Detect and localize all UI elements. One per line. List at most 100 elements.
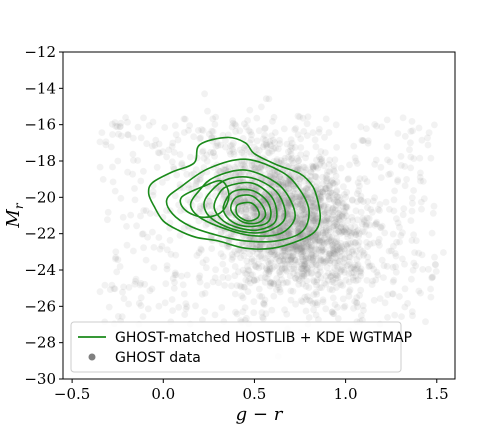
scatter-point — [336, 196, 344, 204]
scatter-point — [412, 237, 420, 245]
scatter-point — [229, 119, 237, 127]
scatter-point — [318, 188, 326, 196]
scatter-point — [312, 245, 319, 252]
scatter-point — [322, 115, 330, 123]
scatter-point — [308, 202, 316, 210]
scatter-point — [340, 227, 348, 235]
scatter-point — [332, 226, 340, 233]
scatter-point — [390, 242, 397, 250]
scatter-point — [210, 149, 217, 157]
scatter-point — [362, 221, 370, 229]
scatter-point — [399, 114, 407, 122]
scatter-point — [250, 209, 257, 217]
scatter-point — [259, 209, 266, 217]
scatter-point — [263, 143, 271, 151]
scatter-point — [299, 220, 307, 228]
scatter-point — [320, 232, 327, 239]
scatter-point — [311, 217, 319, 225]
scatter-point — [266, 243, 274, 251]
scatter-point — [136, 281, 144, 289]
scatter-point — [394, 219, 402, 227]
scatter-point — [287, 156, 295, 163]
scatter-point — [381, 229, 389, 237]
scatter-point — [270, 292, 278, 300]
scatter-point — [141, 280, 149, 288]
scatter-point — [148, 285, 156, 293]
scatter-point — [290, 269, 297, 277]
scatter-point — [137, 134, 145, 142]
scatter-point — [400, 205, 408, 213]
scatter-point — [268, 248, 276, 256]
scatter-point — [376, 295, 384, 302]
scatter-point — [339, 226, 347, 234]
scatter-point — [347, 232, 354, 240]
scatter-point — [322, 224, 330, 232]
scatter-point — [197, 134, 205, 142]
scatter-point — [196, 278, 204, 286]
scatter-point — [343, 188, 351, 196]
scatter-point — [264, 149, 272, 157]
scatter-point — [415, 124, 423, 132]
scatter-point — [273, 157, 281, 165]
scatter-point — [283, 224, 291, 232]
scatter-point — [338, 243, 346, 251]
scatter-point — [231, 248, 239, 255]
scatter-point — [294, 203, 302, 210]
scatter-point — [251, 277, 258, 285]
scatter-point — [256, 147, 263, 154]
scatter-point — [229, 139, 237, 147]
scatter-point — [123, 223, 130, 230]
scatter-point — [265, 270, 273, 278]
scatter-point — [297, 201, 305, 208]
scatter-point — [416, 154, 424, 162]
scatter-point — [250, 309, 258, 317]
scatter-point — [117, 194, 125, 202]
scatter-point — [364, 204, 371, 212]
scatter-point — [371, 221, 379, 229]
scatter-point — [357, 272, 364, 280]
scatter-point — [313, 235, 321, 243]
scatter-point — [299, 219, 307, 227]
scatter-point — [356, 246, 364, 254]
scatter-point — [314, 164, 322, 172]
scatter-point — [313, 178, 321, 186]
scatter-point — [156, 245, 164, 253]
scatter-point — [325, 235, 333, 243]
y-tick-label: −22 — [24, 225, 56, 243]
scatter-point — [283, 310, 291, 318]
scatter-point — [276, 136, 283, 144]
scatter-point — [274, 196, 282, 204]
scatter-point — [229, 117, 237, 125]
scatter-point — [310, 219, 318, 227]
scatter-point — [280, 180, 287, 187]
scatter-point — [321, 239, 328, 247]
scatter-point — [319, 180, 327, 188]
scatter-point — [263, 265, 271, 273]
scatter-point — [295, 225, 303, 232]
scatter-point — [275, 227, 283, 234]
scatter-point — [357, 312, 365, 319]
scatter-point — [310, 215, 317, 222]
scatter-point — [353, 265, 361, 272]
scatter-point — [360, 218, 368, 226]
scatter-point — [139, 230, 147, 238]
scatter-point — [299, 200, 307, 208]
scatter-point — [312, 260, 320, 268]
scatter-point — [366, 221, 373, 229]
scatter-point — [168, 296, 176, 303]
scatter-point — [172, 251, 180, 259]
scatter-point — [326, 285, 334, 293]
scatter-point — [195, 274, 203, 282]
scatter-point — [293, 243, 300, 251]
scatter-point — [258, 162, 265, 170]
scatter-point — [301, 187, 308, 195]
scatter-point — [323, 239, 331, 247]
scatter-point — [299, 219, 307, 227]
scatter-point — [285, 230, 292, 238]
scatter-point — [283, 279, 290, 286]
scatter-point — [339, 203, 347, 211]
scatter-point — [315, 237, 323, 245]
scatter-point — [302, 166, 310, 174]
scatter-point — [349, 238, 357, 246]
scatter-point — [220, 166, 228, 174]
